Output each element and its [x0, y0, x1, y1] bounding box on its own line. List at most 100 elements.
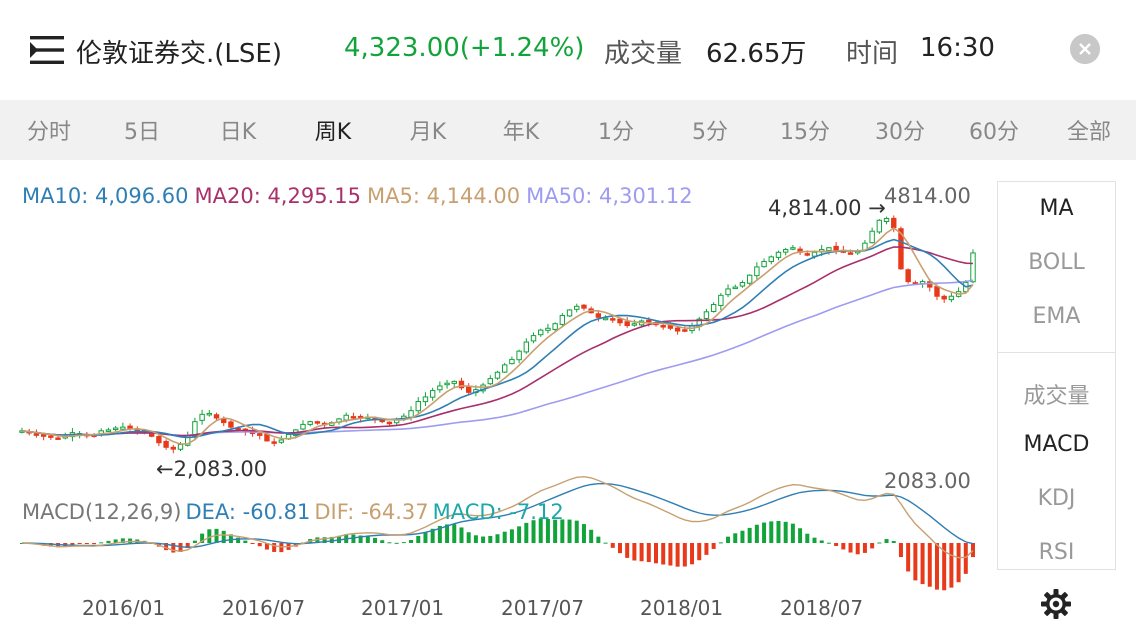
- candle-body: [170, 446, 176, 450]
- tab-30fen[interactable]: 30分: [875, 120, 925, 145]
- macd-bar: [589, 529, 594, 543]
- macd-bar: [365, 536, 370, 543]
- macd-bar: [963, 543, 968, 574]
- candle-body: [674, 327, 681, 332]
- macd-bar: [949, 543, 954, 588]
- stock-title: 伦敦证券交.(LSE): [76, 39, 282, 69]
- candle-body: [177, 444, 184, 450]
- candle-body: [718, 294, 724, 306]
- dea-legend: DEA: -60.81: [185, 500, 311, 524]
- indicator-volume[interactable]: 成交量: [1023, 384, 1090, 409]
- candle-body: [502, 364, 508, 373]
- macd-bar: [610, 543, 615, 548]
- tab-5fen[interactable]: 5分: [692, 120, 728, 145]
- macd-bar: [178, 543, 183, 553]
- macd-bar: [668, 543, 673, 566]
- candle-body: [833, 245, 839, 251]
- x-tick-label: 2016/01: [82, 596, 166, 620]
- macd-bar: [617, 543, 622, 554]
- macd-bar: [545, 518, 550, 543]
- candle-body: [538, 329, 544, 336]
- indicator-ma[interactable]: MA: [1039, 196, 1074, 221]
- macd-bar: [841, 543, 846, 550]
- macd-bar: [423, 532, 428, 543]
- macd-bar: [329, 536, 334, 543]
- candle-body: [112, 427, 119, 431]
- macd-bar: [891, 541, 896, 543]
- tab-quanbu[interactable]: 全部: [1066, 120, 1111, 145]
- tab-fenshi[interactable]: 分时: [26, 120, 71, 145]
- tab-60fen[interactable]: 60分: [969, 120, 1019, 145]
- tab-rik[interactable]: 日K: [219, 120, 257, 145]
- tab-1fen[interactable]: 1分: [598, 120, 634, 145]
- candle-body: [523, 341, 530, 353]
- volume-value: 62.65万: [706, 39, 807, 69]
- macd-bar: [884, 539, 889, 543]
- macd-bar: [783, 521, 788, 543]
- indicator-macd[interactable]: MACD: [1023, 432, 1090, 457]
- indicator-rsi[interactable]: RSI: [1038, 540, 1075, 565]
- candle-body: [775, 251, 782, 258]
- tab-yuek[interactable]: 月K: [409, 120, 447, 145]
- gear-icon[interactable]: [1040, 588, 1072, 620]
- macd-bar: [92, 543, 97, 545]
- candle-body: [192, 421, 198, 437]
- candle-body: [768, 256, 774, 263]
- candle-body: [199, 413, 205, 421]
- close-icon[interactable]: [1070, 34, 1100, 64]
- candle-body: [307, 421, 313, 425]
- candle-body: [883, 217, 890, 222]
- macd-bar: [120, 538, 125, 543]
- candle-body: [804, 253, 810, 256]
- tab-15fen[interactable]: 15分: [780, 120, 830, 145]
- tab-niank[interactable]: 年K: [502, 120, 540, 145]
- candle-body: [646, 319, 652, 323]
- macd-bar: [898, 543, 903, 558]
- macd-bar: [99, 542, 104, 544]
- candle-body: [206, 412, 213, 416]
- x-tick-label: 2017/07: [501, 596, 585, 620]
- macd-bar: [920, 543, 925, 585]
- macd-bar: [221, 530, 226, 543]
- stock-price: 4,323.00(+1.24%): [344, 33, 585, 63]
- macd-bar: [437, 525, 442, 543]
- macd-bar: [567, 519, 572, 543]
- macd-bar: [466, 532, 471, 543]
- tab-5ri[interactable]: 5日: [124, 120, 160, 145]
- macd-bar: [560, 519, 565, 543]
- macd-bar: [200, 533, 205, 543]
- macd-bar: [502, 531, 507, 543]
- kline-chart[interactable]: [0, 0, 990, 600]
- candle-body: [509, 358, 515, 365]
- macd-bar: [848, 543, 853, 553]
- indicator-ema[interactable]: EMA: [1032, 304, 1081, 329]
- indicator-kdj[interactable]: KDJ: [1037, 486, 1076, 511]
- macd-bar: [553, 519, 558, 543]
- candle-body: [725, 288, 731, 296]
- macd-bar: [790, 523, 795, 543]
- candle-body: [386, 421, 393, 425]
- macd-value-legend: MACD: -7.12: [432, 500, 564, 524]
- macd-bar: [877, 542, 882, 544]
- max-price-marker-text: 4,814.00: [768, 196, 862, 220]
- ma20-legend: MA20: 4,295.15: [194, 184, 361, 208]
- min-price-marker-text: 2,083.00: [173, 457, 268, 481]
- ma50-legend: MA50: 4,301.12: [526, 184, 693, 208]
- candle-body: [782, 249, 789, 253]
- candle-body: [941, 295, 947, 300]
- macd-bar: [762, 522, 767, 543]
- macd-bar: [459, 527, 464, 543]
- candle-body: [847, 252, 854, 255]
- macd-bar: [409, 540, 414, 543]
- x-tick-label: 2017/01: [361, 596, 445, 620]
- candle-body: [710, 303, 717, 313]
- macd-bar: [495, 534, 500, 543]
- candle-body: [631, 323, 638, 326]
- list-menu-icon[interactable]: [30, 36, 64, 64]
- tab-zhouk[interactable]: 周K: [314, 120, 352, 145]
- candle-body: [156, 436, 162, 444]
- candle-body: [40, 434, 47, 437]
- indicator-boll[interactable]: BOLL: [1028, 250, 1085, 275]
- dif-legend: DIF: -64.37: [314, 500, 429, 524]
- macd-bar: [106, 540, 111, 543]
